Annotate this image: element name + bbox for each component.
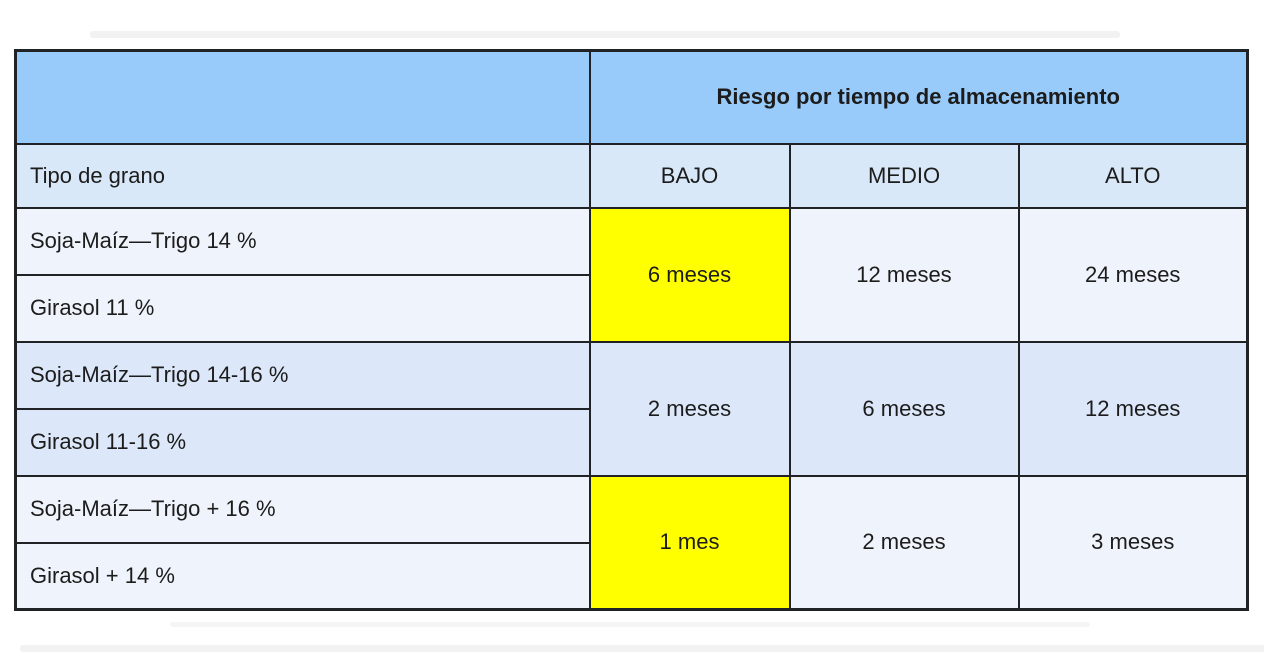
table-title: Riesgo por tiempo de almacenamiento [588, 49, 1249, 145]
grain-storage-risk-table: Riesgo por tiempo de almacenamiento Tipo… [14, 49, 1249, 611]
value-group1-medio: 12 meses [788, 206, 1020, 343]
grain-soja-maiz-trigo-14: Soja-Maíz—Trigo 14 % [14, 206, 591, 276]
table-row: Girasol + 14 % [14, 541, 1248, 611]
value-group1-bajo: 6 meses [588, 206, 791, 343]
table-row: Soja-Maíz—Trigo 14-16 % 2 meses 6 meses … [14, 340, 1249, 477]
level-header-medio: MEDIO [788, 142, 1020, 209]
table-row: Soja-Maíz—Trigo 14 % 6 meses 12 meses 24… [14, 206, 1249, 343]
title-row: Riesgo por tiempo de almacenamiento [14, 49, 1249, 145]
scan-artifact-bottom-near [170, 622, 1090, 627]
grain-type-header: Tipo de grano [14, 142, 591, 209]
grain-girasol-plus-14: Girasol + 14 % [14, 541, 591, 611]
level-header-alto: ALTO [1017, 142, 1249, 209]
value-group3-medio: 2 meses [788, 474, 1020, 611]
grain-soja-maiz-trigo-plus-16: Soja-Maíz—Trigo + 16 % [14, 474, 591, 544]
subheader-row: Tipo de grano BAJO MEDIO ALTO [14, 142, 1249, 209]
value-group2-alto: 12 meses [1017, 340, 1249, 477]
value-group3-bajo: 1 mes [588, 474, 791, 611]
table-row: Soja-Maíz—Trigo + 16 % 1 mes 2 meses 3 m… [14, 474, 1249, 611]
grain-girasol-11-16: Girasol 11-16 % [14, 407, 591, 477]
value-group3-alto: 3 meses [1017, 474, 1249, 611]
scan-artifact-bottom [20, 645, 1264, 652]
table-row: Girasol 11-16 % [14, 407, 1248, 477]
scan-artifact-top [90, 31, 1120, 38]
corner-cell [14, 49, 591, 145]
value-group2-medio: 6 meses [788, 340, 1020, 477]
grain-soja-maiz-trigo-14-16: Soja-Maíz—Trigo 14-16 % [14, 340, 591, 410]
value-group2-bajo: 2 meses [588, 340, 791, 477]
grain-girasol-11: Girasol 11 % [14, 273, 591, 343]
value-group1-alto: 24 meses [1017, 206, 1249, 343]
table-row: Girasol 11 % [14, 273, 1248, 343]
level-header-bajo: BAJO [588, 142, 791, 209]
